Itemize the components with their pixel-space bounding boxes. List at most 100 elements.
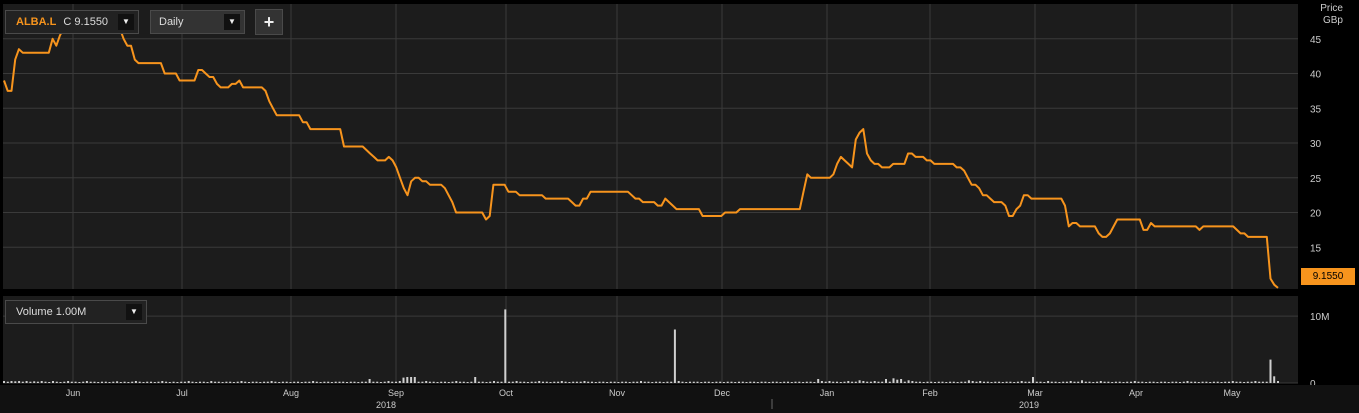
volume-bar (1039, 381, 1042, 383)
volume-bar (1156, 382, 1159, 383)
volume-bar (89, 381, 92, 383)
volume-bar (677, 381, 680, 383)
volume-bar (1190, 381, 1193, 383)
price-panel-bg (3, 4, 1298, 289)
volume-bar (44, 381, 47, 383)
volume-bar (266, 381, 269, 383)
volume-bar (225, 381, 228, 383)
volume-bar (647, 381, 650, 383)
volume-bar (116, 381, 119, 383)
symbol-selector[interactable]: ALBA.L C 9.1550 ▼ (5, 10, 139, 34)
volume-bar (760, 381, 763, 383)
volume-bar (1265, 381, 1268, 383)
volume-bar (1103, 381, 1106, 383)
volume-bar (236, 381, 239, 383)
volume-bar (836, 381, 838, 383)
volume-bar (726, 381, 729, 383)
volume-bar (285, 381, 288, 383)
volume-bar (1239, 381, 1242, 383)
volume-bar (10, 381, 13, 383)
volume-selector[interactable]: Volume 1.00M ▼ (5, 300, 147, 324)
volume-bar (681, 381, 684, 383)
volume-bar (462, 381, 465, 383)
volume-bar (127, 382, 130, 383)
volume-bar (843, 381, 846, 383)
volume-bar (6, 381, 9, 383)
volume-bar (888, 381, 891, 383)
volume-bar (719, 381, 722, 383)
chevron-down-icon[interactable]: ▼ (126, 304, 142, 320)
volume-bar (244, 381, 247, 383)
x-tick-label: Oct (499, 388, 514, 398)
volume-bar (1028, 381, 1031, 383)
volume-bar (357, 382, 360, 383)
volume-bar (560, 381, 563, 383)
volume-bar (391, 381, 394, 383)
volume-bar (820, 381, 823, 383)
volume-bar (907, 380, 910, 383)
volume-bar (1009, 381, 1012, 383)
volume-bar (790, 382, 793, 383)
volume-bar (636, 381, 639, 383)
volume-bar (1141, 381, 1144, 383)
volume-bar (1065, 381, 1068, 383)
volume-bar (975, 381, 978, 383)
volume-bar (259, 382, 262, 383)
volume-bar (176, 382, 179, 383)
volume-bar (195, 382, 198, 383)
volume-bar (1175, 381, 1178, 383)
volume-bar (466, 382, 469, 383)
volume-bar (398, 381, 401, 383)
volume-bar (161, 381, 164, 383)
volume-bar (1182, 381, 1185, 383)
volume-bar (1209, 382, 1212, 383)
volume-bar (293, 381, 296, 383)
volume-bar (428, 381, 431, 383)
x-axis-strip (0, 385, 1359, 413)
volume-bar (583, 381, 586, 383)
volume-bar (48, 382, 51, 383)
volume-bar (289, 382, 292, 383)
volume-bar (575, 381, 578, 383)
volume-bar (206, 382, 209, 383)
volume-bar (1212, 381, 1215, 383)
volume-bar (451, 381, 454, 383)
volume-bar (349, 381, 352, 383)
chevron-down-icon[interactable]: ▼ (224, 14, 240, 30)
volume-bar (602, 381, 605, 383)
interval-dropdown[interactable]: Daily ▼ (150, 10, 245, 34)
volume-bar (153, 382, 156, 383)
volume-bar (1062, 381, 1065, 383)
interval-label: Daily (159, 16, 184, 28)
volume-bar (670, 381, 673, 383)
volume-bar (930, 381, 933, 383)
volume-bar (941, 381, 944, 383)
volume-bar (1186, 381, 1189, 383)
volume-bar (150, 381, 152, 383)
volume-bar (756, 382, 759, 383)
volume-bar (564, 381, 567, 383)
volume-bar (621, 381, 624, 383)
volume-bar (1130, 381, 1132, 383)
volume-bar (651, 382, 654, 383)
volume-bar (545, 381, 548, 383)
chevron-down-icon[interactable]: ▼ (118, 14, 134, 30)
price-series-line (3, 23, 1279, 289)
volume-bar (240, 381, 243, 383)
volume-bar (1050, 381, 1053, 383)
volume-bar (934, 382, 936, 383)
volume-bar (78, 382, 81, 383)
volume-bar (1058, 382, 1061, 383)
volume-bar (142, 382, 145, 383)
volume-bar (824, 381, 827, 383)
volume-bar (1261, 381, 1264, 383)
add-indicator-button[interactable]: + (255, 9, 283, 35)
volume-bar (911, 381, 914, 383)
volume-bar (990, 382, 993, 383)
volume-bar (1197, 382, 1200, 383)
y-tick-label: 45 (1310, 35, 1322, 46)
volume-bar (52, 381, 54, 383)
volume-bar (248, 382, 250, 383)
volume-bar (21, 381, 24, 383)
